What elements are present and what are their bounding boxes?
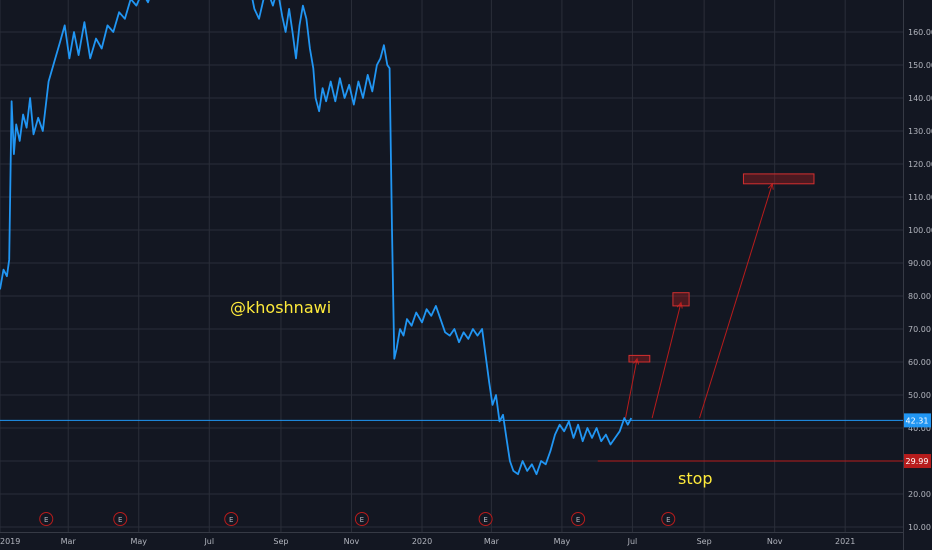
y-tick-label: 10.00: [908, 523, 931, 532]
y-tick-label: 90.00: [908, 259, 931, 268]
stop-label: stop: [678, 469, 713, 488]
stop-price-label: 29.99: [906, 457, 929, 466]
x-tick-label: Jul: [203, 537, 214, 546]
earnings-marker-label: E: [360, 516, 364, 524]
price-series-line: [0, 0, 633, 476]
earnings-marker-label: E: [44, 516, 48, 524]
earnings-marker: [354, 512, 369, 526]
y-tick-label: 50.00: [908, 391, 931, 400]
y-tick-label: 70.00: [908, 325, 931, 334]
grid: [0, 0, 903, 532]
y-tick-label: 20.00: [908, 490, 931, 499]
watermark-text: @khoshnawi: [230, 298, 331, 317]
x-tick-label: Sep: [273, 537, 288, 546]
x-tick-label: Jul: [627, 537, 638, 546]
earnings-marker: [571, 512, 586, 526]
target-box: [672, 292, 690, 307]
earnings-marker: [224, 512, 239, 526]
earnings-marker: [39, 512, 54, 526]
stop-price-tag: [904, 454, 931, 469]
target-box: [742, 173, 815, 185]
earnings-marker: [113, 512, 128, 526]
earnings-marker: [478, 512, 493, 526]
x-tick-label: Sep: [697, 537, 712, 546]
earnings-marker-label: E: [229, 516, 233, 524]
y-tick-label: 140.00: [908, 94, 932, 103]
x-tick-label: Mar: [61, 537, 77, 546]
x-tick-label: May: [130, 537, 147, 546]
x-tick-label: 2021: [835, 537, 855, 546]
x-tick-label: 2020: [412, 537, 432, 546]
current-price-tag: [904, 413, 931, 428]
target-box: [628, 354, 651, 363]
series-layer: [0, 0, 633, 476]
y-tick-label: 110.00: [908, 193, 932, 202]
current-price-label: 42.31: [906, 416, 929, 425]
projection-line: [651, 302, 682, 419]
earnings-marker: [661, 512, 676, 526]
x-tick-label: Nov: [767, 537, 783, 546]
earnings-marker-label: E: [118, 516, 122, 524]
y-tick-label: 120.00: [908, 160, 932, 169]
y-tick-label: 130.00: [908, 127, 932, 136]
y-tick-label: 80.00: [908, 292, 931, 301]
overlay-layer: [0, 173, 903, 462]
earnings-marker-label: E: [483, 516, 487, 524]
projection-line: [699, 183, 773, 419]
x-tick-label: Mar: [484, 537, 500, 546]
y-tick-label: 60.00: [908, 358, 931, 367]
y-tick-label: 40.00: [908, 424, 931, 433]
x-tick-label: 2019: [0, 537, 20, 546]
earnings-marker-label: E: [576, 516, 580, 524]
y-tick-label: 150.00: [908, 61, 932, 70]
earnings-marker-label: E: [666, 516, 670, 524]
y-tick-label: 100.00: [908, 226, 932, 235]
y-tick-label: 160.00: [908, 28, 932, 37]
x-tick-label: May: [554, 537, 571, 546]
x-tick-label: Nov: [344, 537, 360, 546]
projection-line: [625, 358, 638, 419]
